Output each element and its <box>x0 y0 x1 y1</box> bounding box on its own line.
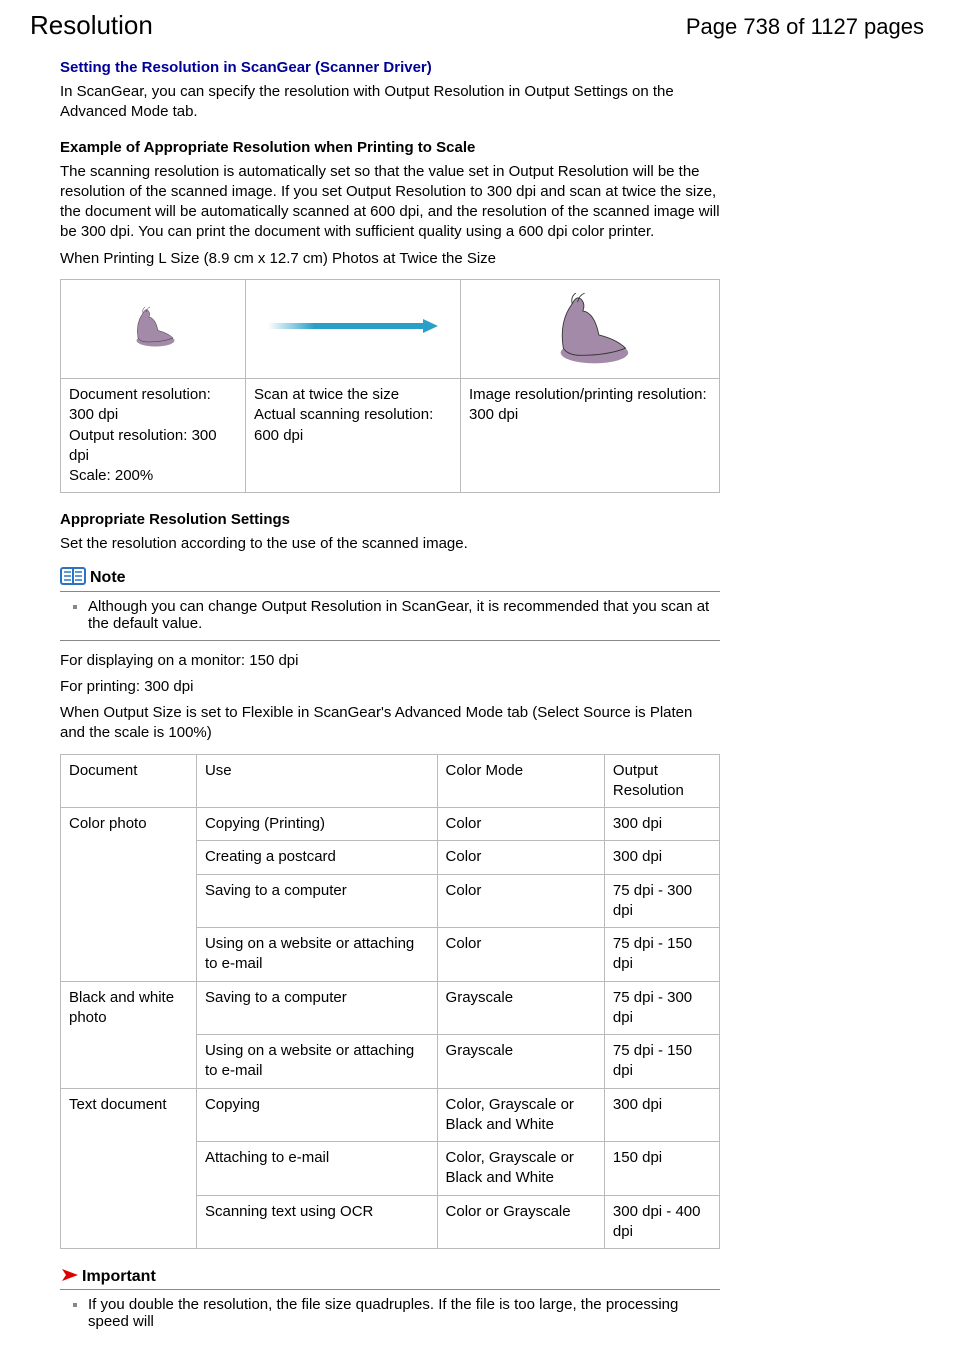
example-table: Document resolution: 300 dpi Output reso… <box>60 279 720 494</box>
table-cell-output: 150 dpi <box>604 1142 719 1196</box>
table-header-cell: Color Mode <box>437 754 604 808</box>
table-cell-mode: Color <box>437 928 604 982</box>
table-header-cell: Output Resolution <box>604 754 719 808</box>
table-header-cell: Use <box>196 754 437 808</box>
example-cell2-line1: Scan at twice the size <box>254 385 452 405</box>
example-cell1-line2: Output resolution: 300 dpi <box>69 426 237 467</box>
note-block: Note Although you can change Output Reso… <box>60 567 720 641</box>
example-cell1-line3: Scale: 200% <box>69 466 237 486</box>
table-cell-mode: Grayscale <box>437 981 604 1035</box>
table-cell-document: Black and white photo <box>61 981 197 1088</box>
example-cell3-line1: Image resolution/printing resolution: 30… <box>469 385 711 426</box>
table-cell-document: Color photo <box>61 808 197 982</box>
table-cell-use: Copying (Printing) <box>196 808 437 841</box>
table-cell-use: Saving to a computer <box>196 874 437 928</box>
table-cell-output: 75 dpi - 300 dpi <box>604 874 719 928</box>
table-cell-document: Text document <box>61 1088 197 1249</box>
note-item: Although you can change Output Resolutio… <box>88 598 720 632</box>
table-cell-output: 75 dpi - 150 dpi <box>604 928 719 982</box>
example-cell1-line1: Document resolution: 300 dpi <box>69 385 237 426</box>
section1-text: In ScanGear, you can specify the resolut… <box>60 82 720 123</box>
table-cell-mode: Color <box>437 874 604 928</box>
table-cell-use: Creating a postcard <box>196 841 437 874</box>
table-row: Black and white photoSaving to a compute… <box>61 981 720 1035</box>
section2-sub: When Printing L Size (8.9 cm x 12.7 cm) … <box>60 249 720 269</box>
section2-para: The scanning resolution is automatically… <box>60 162 720 243</box>
table-cell-output: 300 dpi <box>604 1088 719 1142</box>
note-icon <box>60 567 86 589</box>
example-cell2-line2: Actual scanning resolution: 600 dpi <box>254 405 452 446</box>
table-cell-mode: Color or Grayscale <box>437 1195 604 1249</box>
table-cell-mode: Color, Grayscale or Black and White <box>437 1088 604 1142</box>
resolution-table: DocumentUseColor ModeOutput ResolutionCo… <box>60 754 720 1250</box>
seal-small-icon <box>128 303 178 348</box>
table-cell-use: Saving to a computer <box>196 981 437 1035</box>
section-heading-appropriate: Appropriate Resolution Settings <box>60 511 720 528</box>
important-item: If you double the resolution, the file s… <box>88 1296 720 1330</box>
table-row: Text documentCopyingColor, Grayscale or … <box>61 1088 720 1142</box>
table-cell-output: 300 dpi <box>604 841 719 874</box>
line-printing: For printing: 300 dpi <box>60 677 720 697</box>
table-cell-output: 300 dpi - 400 dpi <box>604 1195 719 1249</box>
note-label: Note <box>90 569 126 587</box>
table-cell-output: 75 dpi - 150 dpi <box>604 1035 719 1089</box>
table-cell-output: 300 dpi <box>604 808 719 841</box>
table-cell-mode: Color, Grayscale or Black and White <box>437 1142 604 1196</box>
table-cell-mode: Grayscale <box>437 1035 604 1089</box>
line-monitor: For displaying on a monitor: 150 dpi <box>60 651 720 671</box>
important-block: Important If you double the resolution, … <box>60 1267 720 1330</box>
table-cell-use: Scanning text using OCR <box>196 1195 437 1249</box>
table-cell-use: Attaching to e-mail <box>196 1142 437 1196</box>
page-title: Resolution <box>30 10 153 41</box>
section-heading-example: Example of Appropriate Resolution when P… <box>60 139 720 156</box>
section-heading-scangear: Setting the Resolution in ScanGear (Scan… <box>60 59 720 76</box>
section3-para: Set the resolution according to the use … <box>60 534 720 554</box>
important-label: Important <box>82 1268 156 1286</box>
page-header: Resolution Page 738 of 1127 pages <box>30 10 924 41</box>
table-cell-mode: Color <box>437 808 604 841</box>
table-cell-use: Using on a website or attaching to e-mai… <box>196 928 437 982</box>
line-flexible: When Output Size is set to Flexible in S… <box>60 703 720 744</box>
table-cell-use: Copying <box>196 1088 437 1142</box>
page-number: Page 738 of 1127 pages <box>686 14 924 40</box>
seal-large-icon <box>545 286 635 366</box>
table-header-cell: Document <box>61 754 197 808</box>
important-icon <box>60 1267 82 1287</box>
arrow-icon <box>268 316 438 336</box>
table-row: Color photoCopying (Printing)Color300 dp… <box>61 808 720 841</box>
table-cell-mode: Color <box>437 841 604 874</box>
table-cell-use: Using on a website or attaching to e-mai… <box>196 1035 437 1089</box>
table-cell-output: 75 dpi - 300 dpi <box>604 981 719 1035</box>
